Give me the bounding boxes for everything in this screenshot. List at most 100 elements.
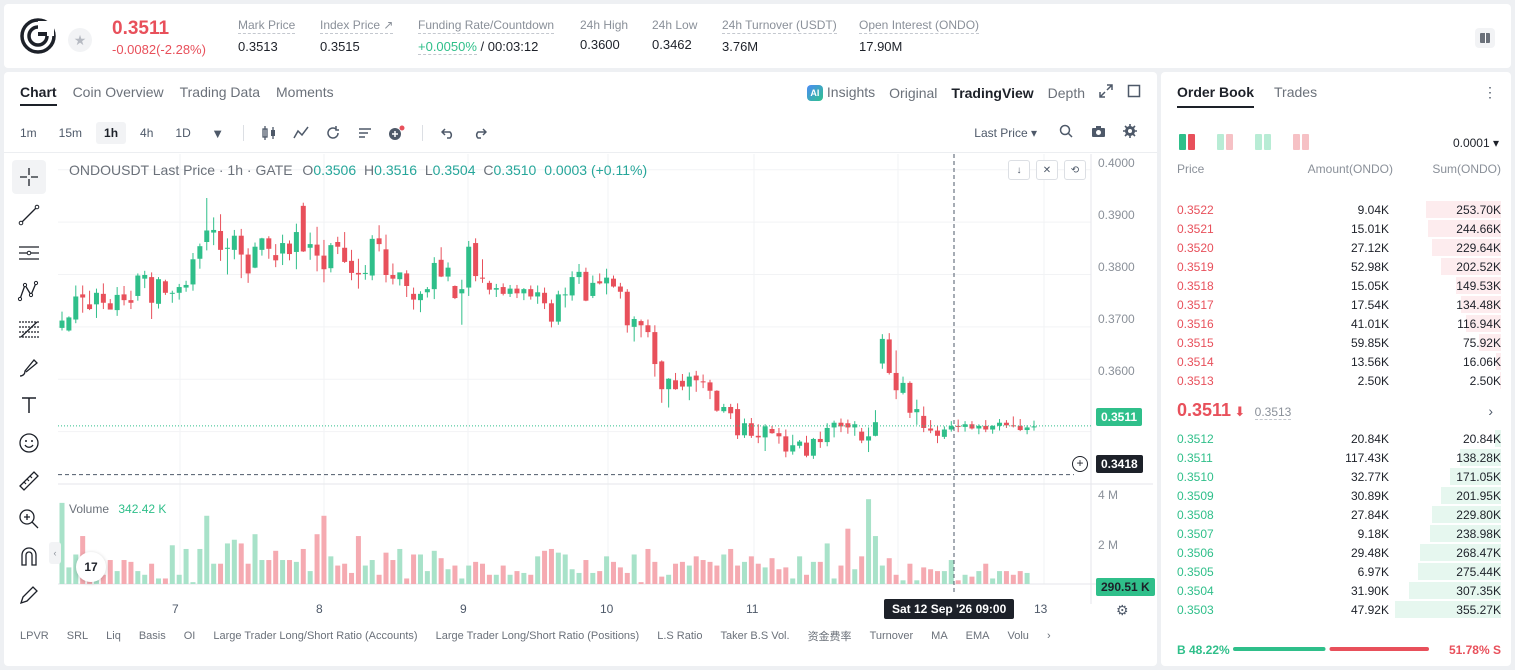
bid-row[interactable]: 0.3503 47.92K 355.27K <box>1161 600 1511 619</box>
ask-row[interactable]: 0.3520 27.12K 229.64K <box>1161 238 1511 257</box>
pencil-lock-icon[interactable] <box>12 578 46 612</box>
tab-trading-data[interactable]: Trading Data <box>179 84 261 100</box>
search-icon[interactable] <box>1053 120 1079 142</box>
indicators-icon[interactable] <box>288 122 314 144</box>
add-alert-plus-icon[interactable]: + <box>1072 456 1088 472</box>
settings-icon[interactable] <box>1117 120 1143 142</box>
bid-row[interactable]: 0.3511 117.43K 138.28K <box>1161 448 1511 467</box>
bid-row[interactable]: 0.3508 27.84K 229.80K <box>1161 505 1511 524</box>
tab-coin-overview[interactable]: Coin Overview <box>72 84 164 100</box>
bid-row[interactable]: 0.3507 9.18K 238.98K <box>1161 524 1511 543</box>
caret-down-icon[interactable]: ▼ <box>211 125 225 141</box>
undo-icon[interactable] <box>435 122 461 144</box>
redo-icon[interactable] <box>467 122 493 144</box>
refresh-icon[interactable]: ⟲ <box>1064 160 1086 180</box>
chevron-right-icon[interactable]: › <box>1488 403 1493 419</box>
zoom-in-icon[interactable] <box>12 502 46 536</box>
timeframe-1h[interactable]: 1h <box>96 122 127 144</box>
stat-24h-high: 24h High 0.3600 <box>580 18 628 52</box>
gate-logo[interactable] <box>20 18 56 54</box>
candle-type-icon[interactable] <box>256 122 282 144</box>
bid-row[interactable]: 0.3512 20.84K 20.84K <box>1161 429 1511 448</box>
indicator-volume[interactable]: Volu <box>1007 630 1029 642</box>
bid-row[interactable]: 0.3509 30.89K 201.95K <box>1161 486 1511 505</box>
precision-select[interactable]: 0.0001 ▾ <box>1452 136 1499 150</box>
more-icon[interactable]: ⋮ <box>1483 84 1497 100</box>
favorite-star-icon[interactable]: ★ <box>68 28 92 52</box>
horizontal-lines-icon[interactable] <box>12 236 46 270</box>
indicator-srl[interactable]: SRL <box>66 630 89 642</box>
indicator-ema[interactable]: EMA <box>965 630 990 642</box>
stat-index-price[interactable]: Index Price ↗ 0.3515 <box>320 18 394 54</box>
add-alert-icon[interactable] <box>384 122 410 144</box>
timeframe-1m[interactable]: 1m <box>20 126 37 140</box>
indicator-turnover[interactable]: Turnover <box>869 630 914 642</box>
camera-icon[interactable] <box>1085 120 1111 142</box>
tab-tradingview[interactable]: TradingView <box>951 84 1034 101</box>
tab-insights[interactable]: AI Insights <box>806 84 875 102</box>
brush-icon[interactable] <box>12 350 46 384</box>
mode-split-icon[interactable] <box>1217 134 1233 150</box>
tab-depth[interactable]: Depth <box>1047 84 1085 101</box>
ask-row[interactable]: 0.3517 17.54K 134.48K <box>1161 295 1511 314</box>
ask-row[interactable]: 0.3515 59.85K 75.92K <box>1161 333 1511 352</box>
indicator-ls-ratio[interactable]: L.S Ratio <box>657 630 703 642</box>
bid-row[interactable]: 0.3504 31.90K 307.35K <box>1161 581 1511 600</box>
timeframe-4h[interactable]: 4h <box>140 126 154 140</box>
volume-bar <box>741 561 747 584</box>
template-icon[interactable] <box>352 122 378 144</box>
ask-row[interactable]: 0.3516 41.01K 116.94K <box>1161 314 1511 333</box>
mode-asks-icon[interactable] <box>1293 134 1309 150</box>
tab-trades[interactable]: Trades <box>1274 84 1318 100</box>
bid-row[interactable]: 0.3510 32.77K 171.05K <box>1161 467 1511 486</box>
expand-icon[interactable] <box>1099 84 1113 101</box>
ask-row[interactable]: 0.3513 2.50K 2.50K <box>1161 371 1511 390</box>
mode-bids-icon[interactable] <box>1255 134 1271 150</box>
stat-label[interactable]: Index Price ↗ <box>320 18 394 34</box>
mode-both-icon[interactable] <box>1179 134 1195 150</box>
indicator-basis[interactable]: Basis <box>138 630 166 642</box>
chart-settings-icon[interactable]: ⚙ <box>1116 602 1129 618</box>
indicator-oi[interactable]: OI <box>183 630 196 642</box>
stat-label: Mark Price <box>238 18 296 34</box>
crosshair-icon[interactable] <box>12 160 46 194</box>
ruler-icon[interactable] <box>12 464 46 498</box>
indicator-large-trader-accounts[interactable]: Large Trader Long/Short Ratio (Accounts) <box>213 630 418 642</box>
tradingview-logo[interactable]: 17 <box>76 552 106 582</box>
candlestick-chart[interactable] <box>58 154 1153 624</box>
timeframe-15m[interactable]: 15m <box>58 126 83 140</box>
magnet-icon[interactable] <box>12 540 46 574</box>
book-icon[interactable] <box>1475 28 1495 48</box>
tab-moments[interactable]: Moments <box>276 84 334 100</box>
indicator-liq[interactable]: Liq <box>106 630 121 642</box>
timeframe-1d[interactable]: 1D <box>175 126 191 140</box>
indicator-large-trader-positions[interactable]: Large Trader Long/Short Ratio (Positions… <box>435 630 640 642</box>
price-source-select[interactable]: Last Price ▾ <box>974 126 1037 140</box>
ask-row[interactable]: 0.3514 13.56K 16.06K <box>1161 352 1511 371</box>
collapse-icon[interactable]: ✕ <box>1036 160 1058 180</box>
mid-price-row[interactable]: 0.3511 ⬇ 0.3513 › <box>1177 400 1499 424</box>
emoji-icon[interactable] <box>12 426 46 460</box>
ask-row[interactable]: 0.3519 52.98K 202.52K <box>1161 257 1511 276</box>
scroll-down-icon[interactable]: ↓ <box>1008 160 1030 180</box>
window-icon[interactable] <box>1127 84 1141 101</box>
ask-row[interactable]: 0.3522 9.04K 253.70K <box>1161 200 1511 219</box>
ask-row[interactable]: 0.3521 15.01K 244.66K <box>1161 219 1511 238</box>
indicator-funding-rate[interactable]: 资金费率 <box>807 631 852 643</box>
replay-icon[interactable] <box>320 122 346 144</box>
tab-order-book[interactable]: Order Book <box>1177 84 1255 108</box>
pattern-icon[interactable] <box>12 274 46 308</box>
fibonacci-icon[interactable] <box>12 312 46 346</box>
indicator-taker-vol[interactable]: Taker B.S Vol. <box>720 630 790 642</box>
ask-row[interactable]: 0.3518 15.05K 149.53K <box>1161 276 1511 295</box>
text-tool-icon[interactable] <box>12 388 46 422</box>
tab-chart[interactable]: Chart <box>20 84 57 106</box>
chevron-right-icon[interactable]: › <box>1046 630 1051 642</box>
tab-original[interactable]: Original <box>889 84 938 101</box>
collapse-toolbar-icon[interactable]: ‹ <box>49 542 61 564</box>
indicator-ma[interactable]: MA <box>931 630 948 642</box>
indicator-lpvr[interactable]: LPVR <box>20 630 49 642</box>
trend-line-icon[interactable] <box>12 198 46 232</box>
bid-row[interactable]: 0.3505 6.97K 275.44K <box>1161 562 1511 581</box>
bid-row[interactable]: 0.3506 29.48K 268.47K <box>1161 543 1511 562</box>
